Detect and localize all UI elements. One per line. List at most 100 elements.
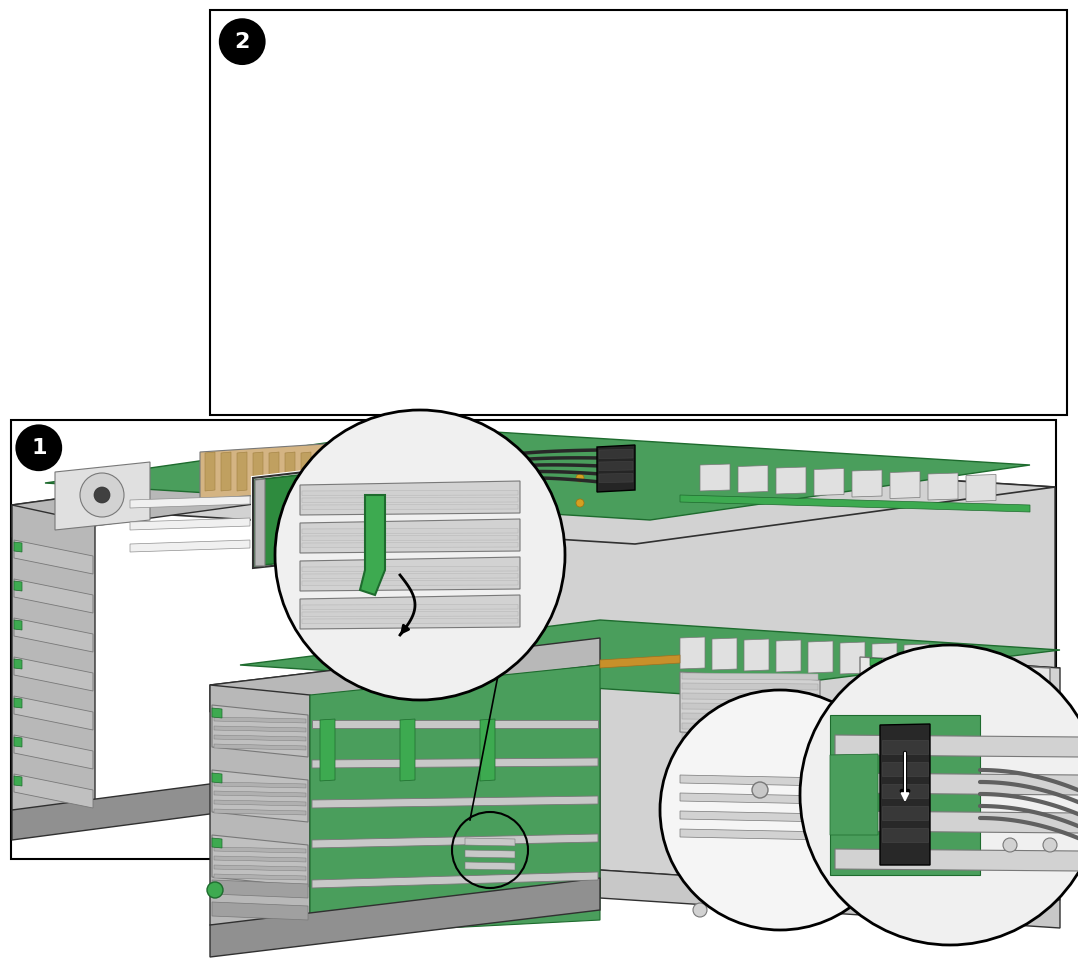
Polygon shape bbox=[215, 791, 306, 797]
Polygon shape bbox=[890, 660, 902, 668]
Polygon shape bbox=[680, 829, 880, 841]
Polygon shape bbox=[302, 536, 519, 540]
Polygon shape bbox=[680, 495, 1029, 512]
Polygon shape bbox=[966, 475, 996, 502]
Polygon shape bbox=[212, 773, 222, 783]
Polygon shape bbox=[302, 581, 519, 586]
Polygon shape bbox=[300, 557, 520, 591]
Polygon shape bbox=[14, 696, 93, 730]
Circle shape bbox=[207, 882, 223, 898]
Polygon shape bbox=[310, 665, 600, 935]
Polygon shape bbox=[860, 657, 1050, 720]
Circle shape bbox=[94, 487, 110, 503]
Polygon shape bbox=[882, 762, 928, 776]
Polygon shape bbox=[45, 428, 1029, 520]
Polygon shape bbox=[682, 733, 818, 740]
Polygon shape bbox=[872, 643, 897, 675]
Polygon shape bbox=[682, 673, 818, 680]
Polygon shape bbox=[928, 473, 958, 500]
Polygon shape bbox=[221, 452, 231, 491]
Polygon shape bbox=[904, 644, 929, 676]
Polygon shape bbox=[12, 448, 1055, 544]
Text: 2: 2 bbox=[235, 32, 250, 52]
Polygon shape bbox=[255, 459, 440, 566]
Polygon shape bbox=[210, 878, 600, 957]
Polygon shape bbox=[390, 458, 438, 513]
Polygon shape bbox=[738, 465, 768, 492]
Bar bbox=[11, 420, 1056, 859]
Polygon shape bbox=[212, 705, 308, 757]
Polygon shape bbox=[600, 655, 680, 668]
Polygon shape bbox=[14, 579, 93, 613]
Polygon shape bbox=[680, 637, 705, 669]
Circle shape bbox=[80, 473, 124, 517]
Polygon shape bbox=[14, 581, 22, 591]
Circle shape bbox=[800, 645, 1078, 945]
Polygon shape bbox=[14, 698, 22, 708]
Circle shape bbox=[973, 805, 987, 819]
Polygon shape bbox=[392, 462, 436, 470]
Polygon shape bbox=[711, 638, 737, 670]
Polygon shape bbox=[14, 774, 93, 808]
Polygon shape bbox=[465, 838, 515, 846]
Polygon shape bbox=[597, 445, 635, 492]
Polygon shape bbox=[700, 464, 730, 491]
Polygon shape bbox=[210, 638, 1060, 715]
Polygon shape bbox=[890, 472, 920, 499]
Text: 1: 1 bbox=[31, 438, 46, 457]
Polygon shape bbox=[680, 672, 820, 740]
Polygon shape bbox=[212, 838, 222, 848]
Polygon shape bbox=[302, 498, 519, 503]
Polygon shape bbox=[682, 693, 818, 700]
Polygon shape bbox=[215, 874, 306, 880]
Circle shape bbox=[446, 506, 454, 514]
Polygon shape bbox=[600, 638, 1060, 900]
Polygon shape bbox=[840, 642, 865, 674]
Polygon shape bbox=[312, 872, 598, 888]
Polygon shape bbox=[212, 902, 308, 920]
Polygon shape bbox=[215, 856, 306, 862]
Polygon shape bbox=[302, 612, 519, 617]
Polygon shape bbox=[310, 488, 340, 500]
Polygon shape bbox=[130, 518, 250, 530]
Polygon shape bbox=[835, 811, 1078, 833]
Polygon shape bbox=[201, 443, 340, 499]
Polygon shape bbox=[215, 800, 306, 806]
Polygon shape bbox=[882, 828, 928, 842]
Polygon shape bbox=[302, 604, 519, 610]
Polygon shape bbox=[814, 468, 844, 495]
Circle shape bbox=[17, 426, 60, 470]
Polygon shape bbox=[212, 708, 222, 718]
Polygon shape bbox=[215, 809, 306, 815]
Polygon shape bbox=[302, 490, 519, 495]
Polygon shape bbox=[14, 542, 22, 552]
Polygon shape bbox=[255, 479, 265, 566]
Polygon shape bbox=[212, 835, 308, 887]
Polygon shape bbox=[680, 811, 880, 823]
Polygon shape bbox=[302, 529, 519, 534]
Polygon shape bbox=[300, 481, 520, 515]
Polygon shape bbox=[835, 849, 1078, 871]
Polygon shape bbox=[830, 754, 877, 835]
Polygon shape bbox=[270, 452, 279, 491]
Polygon shape bbox=[454, 467, 498, 477]
Polygon shape bbox=[210, 685, 310, 935]
Polygon shape bbox=[599, 461, 633, 471]
Polygon shape bbox=[302, 542, 519, 547]
Polygon shape bbox=[776, 467, 806, 494]
Polygon shape bbox=[882, 784, 928, 798]
Polygon shape bbox=[285, 452, 295, 491]
Polygon shape bbox=[237, 452, 247, 491]
Circle shape bbox=[673, 793, 687, 807]
Polygon shape bbox=[682, 703, 818, 710]
Polygon shape bbox=[682, 713, 818, 720]
Polygon shape bbox=[454, 480, 498, 488]
Polygon shape bbox=[452, 449, 500, 498]
Polygon shape bbox=[744, 639, 769, 671]
Polygon shape bbox=[430, 755, 1055, 840]
Polygon shape bbox=[205, 452, 215, 491]
Polygon shape bbox=[12, 448, 430, 537]
Polygon shape bbox=[882, 806, 928, 820]
Polygon shape bbox=[599, 474, 633, 482]
Circle shape bbox=[220, 19, 264, 64]
